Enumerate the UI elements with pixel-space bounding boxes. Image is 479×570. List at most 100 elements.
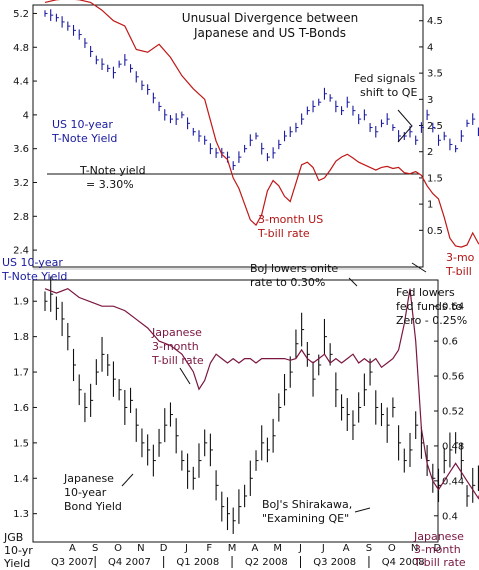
reference-label-line-2: = 3.30% — [86, 178, 134, 191]
month-label-15: N — [411, 543, 418, 554]
quarter-label-3: Q2 2008 — [245, 557, 288, 568]
top-right-tick-label-5: 2 — [427, 147, 433, 158]
bottom-right-tick-label-2: 0.56 — [442, 372, 464, 383]
us-tnote-label-line-1: US 10-year — [52, 118, 113, 131]
month-label-0: A — [69, 543, 76, 554]
bottom-left-axis-ticks: 1.9 1.8 1.7 1.6 1.5 1.4 1.3 — [13, 297, 37, 520]
top-left-tick-label-3: 4 — [23, 110, 29, 121]
top-right-tick-label-6: 1.5 — [427, 173, 443, 184]
bottom-left-tick-label-1: 1.8 — [13, 332, 29, 343]
jgb-axis-label-line-1: JGB — [3, 531, 23, 544]
quarter-label-4: Q3 2008 — [313, 557, 356, 568]
boj-onite-leader — [348, 277, 358, 287]
quarter-label-5: Q4 2008 — [382, 557, 425, 568]
jp-tbill-end-label-line-2: 3-month — [414, 543, 461, 556]
top-left-tick-label-5: 3.2 — [13, 178, 29, 189]
bottom-left-tick-label-5: 1.4 — [13, 474, 29, 485]
fed-qe-callout-chevron — [397, 109, 413, 143]
top-right-axis-ticks: 4.5 4 3.5 3 2.5 2 1.5 1 0.5 — [419, 16, 443, 237]
us-tnote-left-label-line-2: T-Note Yield — [1, 270, 67, 283]
top-right-tick-label-3: 3 — [427, 95, 433, 106]
bottom-left-tick-label-0: 1.9 — [13, 297, 29, 308]
bottom-right-tick-label-4: 0.48 — [442, 441, 464, 452]
month-label-16: D — [434, 543, 442, 554]
month-label-3: N — [137, 543, 144, 554]
jp-tbill-label-line-1: Japanese — [151, 326, 202, 339]
boj-qe-annotation-line-2: "Examining QE" — [262, 512, 349, 525]
top-left-tick-label-0: 5.2 — [13, 9, 29, 20]
chart-title-line-2: Japanese and US T-Bonds — [193, 26, 346, 40]
x-axis-quarter-labels: Q3 2007 Q4 2007 Q1 2008 Q2 2008 Q3 2008 Q4 20… — [51, 557, 425, 568]
month-label-2: O — [114, 543, 122, 554]
top-right-tick-label-2: 3.5 — [427, 69, 443, 80]
top-left-tick-label-2: 4.4 — [13, 77, 29, 88]
quarter-label-1: Q4 2007 — [108, 557, 151, 568]
jgb-axis-label-line-2: 10-yr — [4, 544, 33, 557]
jgb-label-line-2: 10-year — [64, 486, 107, 499]
top-left-tick-label-6: 2.8 — [13, 212, 29, 223]
jgb-label-line-3: Bond Yield — [64, 500, 122, 513]
reference-label-line-1: T-Note yield — [79, 164, 146, 177]
top-right-tick-label-0: 4.5 — [427, 16, 443, 27]
us-tnote-left-label-line-1: US 10-year — [2, 256, 63, 269]
bottom-left-tick-label-2: 1.7 — [13, 368, 29, 379]
fed-zero-leader — [411, 262, 427, 273]
us-tnote-yield-series — [44, 9, 479, 170]
us-tbill-end-label-line-2: T-bill — [445, 265, 472, 278]
month-label-11: J — [321, 543, 325, 554]
jgb-yield-series — [44, 276, 479, 534]
month-label-12: A — [343, 543, 350, 554]
bottom-right-tick-label-0: 0.64 — [442, 302, 464, 313]
month-label-9: M — [273, 543, 282, 554]
bottom-right-tick-label-3: 0.52 — [442, 407, 464, 418]
chart-title-line-1: Unusual Divergence between — [182, 11, 358, 25]
jp-tbill-rate-series — [44, 288, 479, 500]
top-panel-frame — [32, 4, 424, 268]
month-label-1: S — [92, 543, 98, 554]
jp-tbill-label-line-2: 3-month — [152, 340, 199, 353]
top-left-tick-label-4: 3.6 — [13, 144, 29, 155]
top-right-tick-label-8: 0.5 — [427, 226, 443, 237]
boj-onite-annotation-line-2: rate to 0.30% — [250, 276, 325, 289]
us-tbill-label-line-1: 3-month US — [258, 213, 323, 226]
month-label-13: S — [366, 543, 372, 554]
jp-tbill-end-label-line-1: Japanese — [413, 530, 464, 543]
quarter-label-0: Q3 2007 — [51, 557, 94, 568]
bottom-right-tick-label-1: 0.6 — [442, 337, 458, 348]
jgb-label-line-1: Japanese — [63, 472, 114, 485]
fed-qe-annotation-line-2: shift to QE — [360, 86, 417, 99]
jp-tbill-end-label-line-3: T-bill rate — [413, 556, 466, 569]
boj-onite-annotation-line-1: BoJ lowers onite — [250, 262, 338, 275]
fed-zero-annotation-line-2: fed funds to — [396, 300, 462, 313]
bottom-right-axis-ticks: 0.64 0.6 0.56 0.52 0.48 0.44 0.4 — [434, 302, 464, 522]
bottom-left-tick-label-6: 1.3 — [13, 509, 29, 520]
month-label-4: D — [160, 543, 168, 554]
jp-tbill-leader — [179, 367, 191, 385]
us-tbill-end-label-line-1: 3-mo — [446, 251, 475, 264]
month-label-6: F — [206, 543, 212, 554]
bottom-right-tick-label-6: 0.4 — [442, 511, 458, 522]
top-right-tick-label-1: 4 — [427, 42, 433, 53]
x-axis-quarter-dividers — [94, 556, 370, 568]
boj-qe-annotation-line-1: BoJ's Shirakawa, — [262, 498, 352, 511]
month-label-8: A — [251, 543, 258, 554]
month-label-10: J — [298, 543, 302, 554]
us-tbill-label-line-2: T-bill rate — [257, 227, 310, 240]
jp-tbill-label-line-3: T-bill rate — [151, 354, 204, 367]
top-left-tick-label-1: 4.8 — [13, 43, 29, 54]
us-tnote-label-line-2: T-Note Yield — [51, 132, 117, 145]
bottom-left-tick-label-3: 1.6 — [13, 403, 29, 414]
boj-qe-leader — [354, 507, 371, 513]
top-right-tick-label-4: 2.5 — [427, 121, 443, 132]
fed-qe-annotation-line-1: Fed signals — [354, 72, 416, 85]
quarter-label-2: Q1 2008 — [176, 557, 219, 568]
top-right-tick-label-7: 1 — [427, 200, 433, 211]
month-label-5: J — [184, 543, 188, 554]
fed-zero-annotation-line-3: Zero - 0.25% — [396, 314, 467, 327]
top-left-tick-label-7: 2.4 — [13, 246, 29, 257]
month-label-7: M — [228, 543, 237, 554]
bottom-left-tick-label-4: 1.5 — [13, 438, 29, 449]
jgb-axis-label-line-3: Yield — [3, 557, 30, 570]
top-left-axis-ticks: 5.2 4.8 4.4 4 3.6 3.2 2.8 2.4 — [13, 9, 37, 257]
